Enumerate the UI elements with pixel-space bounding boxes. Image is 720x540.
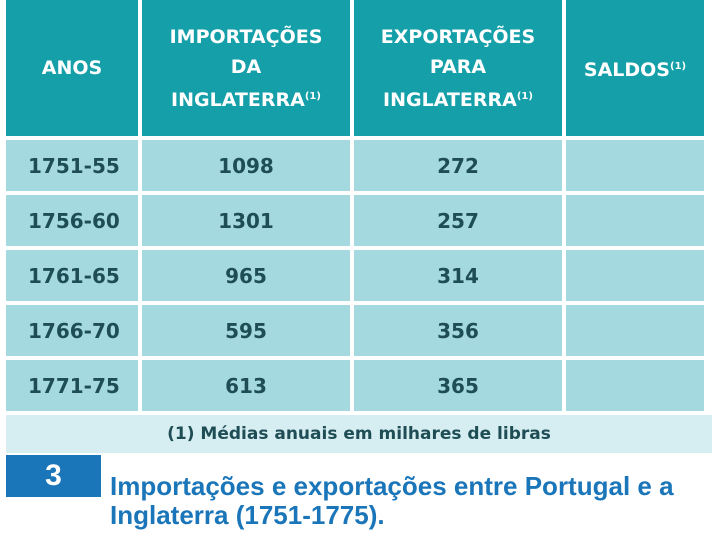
table-footnote: (1) Médias anuais em milhares de libras xyxy=(6,415,712,453)
cell-anos: 1761-65 xyxy=(6,250,138,301)
cell-anos: 1751-55 xyxy=(6,140,138,191)
cell-importacoes: 613 xyxy=(142,360,350,411)
cell-exportacoes: 272 xyxy=(354,140,562,191)
table-header-row: ANOS IMPORTAÇÕES DA INGLATERRA(1) EXPORT… xyxy=(6,0,704,136)
header-importacoes: IMPORTAÇÕES DA INGLATERRA(1) xyxy=(142,0,350,136)
figure-caption: Importações e exportações entre Portugal… xyxy=(110,471,674,530)
header-importacoes-line-3: INGLATERRA xyxy=(171,88,305,111)
figure-number-badge: 3 xyxy=(6,455,101,497)
cell-importacoes: 595 xyxy=(142,305,350,356)
table-row: 1766-70 595 356 xyxy=(6,305,704,356)
header-importacoes-line-2: DA xyxy=(230,55,262,78)
header-exportacoes: EXPORTAÇÕES PARA INGLATERRA(1) xyxy=(354,0,562,136)
header-saldos: SALDOS(1) xyxy=(566,0,704,136)
cell-anos: 1766-70 xyxy=(6,305,138,356)
cell-saldos xyxy=(566,305,704,356)
footnote-marker: (1) xyxy=(670,60,687,72)
header-saldos-line-1: SALDOS xyxy=(583,58,670,81)
header-exportacoes-line-3: INGLATERRA xyxy=(383,88,517,111)
table-row: 1761-65 965 314 xyxy=(6,250,704,301)
cell-saldos xyxy=(566,250,704,301)
cell-anos: 1771-75 xyxy=(6,360,138,411)
cell-saldos xyxy=(566,195,704,246)
cell-exportacoes: 257 xyxy=(354,195,562,246)
header-anos: ANOS xyxy=(6,0,138,136)
cell-importacoes: 1301 xyxy=(142,195,350,246)
footnote-marker: (1) xyxy=(516,90,533,102)
table-row: 1756-60 1301 257 xyxy=(6,195,704,246)
cell-exportacoes: 314 xyxy=(354,250,562,301)
cell-saldos xyxy=(566,140,704,191)
header-exportacoes-line-1: EXPORTAÇÕES xyxy=(380,25,536,48)
cell-saldos xyxy=(566,360,704,411)
cell-exportacoes: 365 xyxy=(354,360,562,411)
trade-table-container: ANOS IMPORTAÇÕES DA INGLATERRA(1) EXPORT… xyxy=(6,0,712,411)
cell-anos: 1756-60 xyxy=(6,195,138,246)
table-row: 1751-55 1098 272 xyxy=(6,140,704,191)
cell-exportacoes: 356 xyxy=(354,305,562,356)
header-anos-line-1: ANOS xyxy=(41,57,103,79)
cell-importacoes: 1098 xyxy=(142,140,350,191)
footnote-marker: (1) xyxy=(304,90,321,102)
trade-table: ANOS IMPORTAÇÕES DA INGLATERRA(1) EXPORT… xyxy=(2,0,708,415)
table-row: 1771-75 613 365 xyxy=(6,360,704,411)
header-importacoes-line-1: IMPORTAÇÕES xyxy=(169,25,323,48)
header-exportacoes-line-2: PARA xyxy=(429,55,487,78)
cell-importacoes: 965 xyxy=(142,250,350,301)
